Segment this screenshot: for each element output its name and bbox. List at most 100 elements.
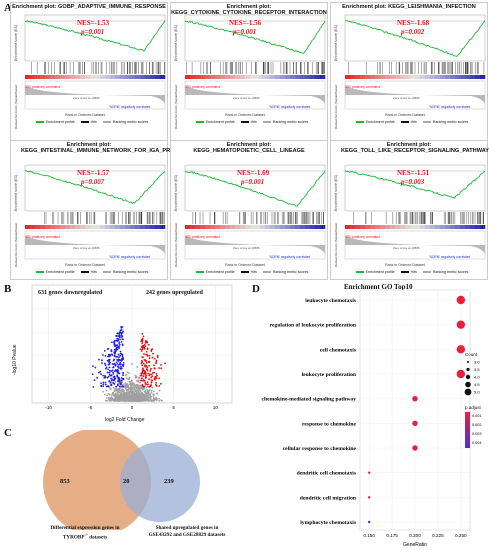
venn-left-caption-line3: datasets: [89, 534, 108, 541]
volcano-point-down: [106, 348, 109, 350]
heat-cell: [185, 225, 191, 229]
heat-cell: [375, 225, 381, 229]
volcano-point-ns: [135, 398, 138, 401]
volcano-point-up: [150, 373, 153, 376]
volcano-point-ns: [153, 390, 155, 393]
volcano-point-up: [142, 335, 145, 338]
volcano-point-ns: [136, 389, 139, 391]
heat-cell: [435, 225, 441, 229]
volcano-point-ns: [124, 386, 127, 389]
go-count-legend-title: Count: [465, 352, 478, 357]
panel-label-c: C: [4, 427, 12, 439]
volcano-point-ns: [114, 395, 117, 398]
heat-cell: [55, 225, 61, 229]
heat-cell: [280, 225, 286, 229]
heat-cell: [115, 225, 121, 229]
volcano-point-ns: [151, 386, 154, 389]
heat-cell: [350, 75, 356, 79]
volcano-point-down: [103, 376, 106, 379]
volcano-point-down: [118, 347, 121, 350]
volcano-point-ns: [147, 399, 149, 402]
gsea-pos-corr: 'IBD positively correlated': [185, 85, 221, 89]
volcano-point-ns: [141, 388, 144, 391]
volcano-point-ns: [112, 387, 115, 389]
padj-legend-label: 0.003: [472, 432, 482, 436]
heat-cell: [85, 75, 91, 79]
volcano-point-down: [104, 362, 106, 365]
volcano-point-ns: [136, 365, 139, 368]
volcano-point-down: [112, 363, 115, 366]
volcano-point-ns: [114, 380, 117, 383]
heat-cell: [375, 75, 381, 79]
gsea-plot-3: Enrichment plot: KEGG_LEISHMANIA_INFECTI…: [330, 2, 488, 142]
volcano-point-ns: [126, 371, 129, 374]
volcano-point-ns: [127, 388, 130, 391]
volcano-point-down: [118, 363, 121, 366]
volcano-point-ns: [131, 363, 133, 365]
venn-right-caption-line1: Shared upregulated genes in: [155, 525, 219, 531]
heat-cell: [365, 225, 371, 229]
volcano-point-ns: [139, 384, 142, 387]
heat-cell: [320, 225, 326, 229]
es-curve: [184, 20, 326, 54]
heat-cell: [305, 225, 311, 229]
heat-cell: [475, 75, 481, 79]
legend-metric: Ranking metric scores: [262, 270, 308, 274]
metric-area: [345, 236, 485, 254]
volcano-point-up: [150, 350, 153, 352]
heat-cell: [385, 75, 391, 79]
heat-cell: [110, 75, 116, 79]
heat-cell: [235, 75, 241, 79]
volcano-point-down: [104, 354, 107, 357]
volcano-point-down: [111, 363, 114, 365]
heat-cell: [380, 75, 386, 79]
volcano-point-down: [121, 335, 124, 338]
volcano-point-down: [122, 356, 124, 359]
gsea-nes: NES=-1.57: [77, 169, 110, 177]
volcano-point-ns: [158, 397, 161, 400]
go-padj-legend: 0.001 0.002 0.003 0.004: [465, 412, 482, 448]
volcano-point-down: [113, 375, 116, 378]
volcano-point-up: [141, 337, 144, 340]
go-dot-plot: leukocyte chemotaxis regulation of leukoc…: [262, 289, 471, 548]
volcano-point-up: [151, 379, 154, 382]
volcano-point-ns: [105, 399, 108, 402]
gsea-neg-corr: 'NORM' negatively correlated: [429, 105, 471, 109]
heat-cell: [220, 75, 226, 79]
volcano-point-up: [146, 353, 149, 356]
volcano-point-down: [106, 385, 109, 388]
heat-cell: [250, 75, 256, 79]
volcano-point-up: [141, 372, 144, 374]
heat-cell: [310, 225, 316, 229]
go-term-label: leukocyte chemotaxis: [305, 298, 357, 304]
heat-cell: [50, 75, 56, 79]
volcano-point-down: [115, 361, 118, 364]
volcano-point-up: [143, 343, 146, 346]
volcano-point-down: [104, 367, 107, 370]
heat-cell: [150, 225, 156, 229]
volcano-point-ns: [147, 394, 150, 396]
go-term-label: cell chemotaxis: [320, 347, 357, 353]
volcano-point-down: [116, 332, 119, 335]
heat-cell: [365, 75, 371, 79]
legend-hits: Hits: [80, 270, 97, 274]
gsea-pvalue: p=0.007: [81, 178, 105, 186]
gsea-plot-5: Enrichment plot: KEGG_HEMATOPOIETIC_CELL…: [170, 140, 328, 280]
volcano-point-up: [153, 364, 155, 367]
volcano-point-down: [106, 371, 109, 374]
volcano-point-up: [144, 341, 147, 344]
volcano-point-ns: [120, 399, 123, 402]
heat-cell: [410, 225, 416, 229]
volcano-point-down: [112, 372, 115, 375]
heat-cell: [360, 75, 366, 79]
volcano-point-ns: [121, 381, 124, 384]
volcano-point-ns: [138, 395, 141, 398]
volcano-point-down: [99, 370, 102, 373]
heat-cell: [135, 75, 141, 79]
volcano-point-down: [121, 363, 124, 366]
gsea-ylabel: Enrichment score (ES): [334, 174, 338, 211]
volcano-point-down: [104, 364, 107, 367]
volcano-point-ns: [130, 380, 133, 383]
volcano-x-tick: 5: [172, 405, 175, 410]
heat-cell: [285, 75, 291, 79]
